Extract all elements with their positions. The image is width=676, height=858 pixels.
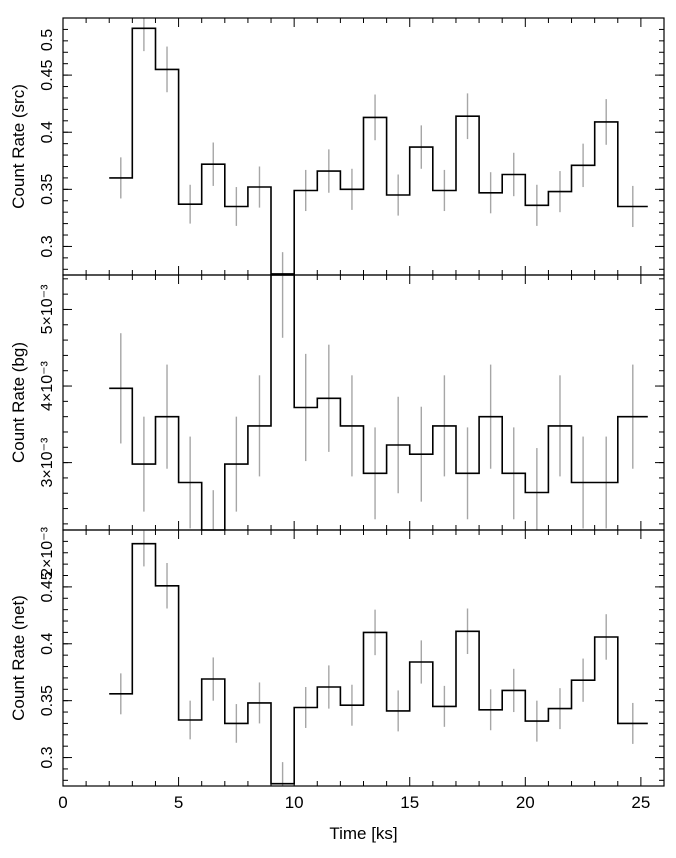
lightcurve-step-line [109,542,648,785]
y-tick-label: 0.5 [39,29,56,51]
x-tick-label: 5 [174,793,183,812]
y-tick-label: 0.35 [39,174,56,205]
x-axis: 0 5 10 15 20 25 Time [ks] 2×10⁻³ [39,526,650,843]
x-tick-label: 0 [58,793,67,812]
y-tick-label: 0.45 [39,571,56,602]
y-tick-label: 0.3 [39,235,56,257]
y-tick-label-extra: 2×10⁻³ [39,526,56,576]
y-tick-label: 0.3 [39,746,56,768]
y-tick-label: 5×10⁻³ [39,284,56,334]
x-tick-label: 15 [400,793,419,812]
y-axis-label: Count Rate (src) [9,84,28,209]
panel-net: 0.3 0.35 0.4 0.45 Count Rate (net) [9,529,665,787]
y-tick-label: 0.35 [39,685,56,716]
x-tick-label: 20 [516,793,535,812]
y-axis-label: Count Rate (bg) [9,342,28,463]
y-tick-label: 0.4 [39,633,56,655]
x-tick-label: 10 [285,793,304,812]
lightcurve-step-line [109,274,648,531]
x-axis-label: Time [ks] [329,824,397,843]
y-tick-label: 3×10⁻³ [39,437,56,487]
lightcurve-step-line [109,27,648,275]
panel-bg: 3×10⁻³ 4×10⁻³ 5×10⁻³ Count Rate (bg) [9,274,665,531]
y-axis-label: Count Rate (net) [9,595,28,721]
panel-src: 0.3 0.35 0.4 0.45 0.5 Count Rate (src) [9,17,665,276]
y-tick-label: 0.4 [39,121,56,143]
plot-frame [62,274,665,531]
y-tick-label: 4×10⁻³ [39,360,56,410]
y-tick-label: 0.45 [39,59,56,90]
x-tick-label: 25 [631,793,650,812]
